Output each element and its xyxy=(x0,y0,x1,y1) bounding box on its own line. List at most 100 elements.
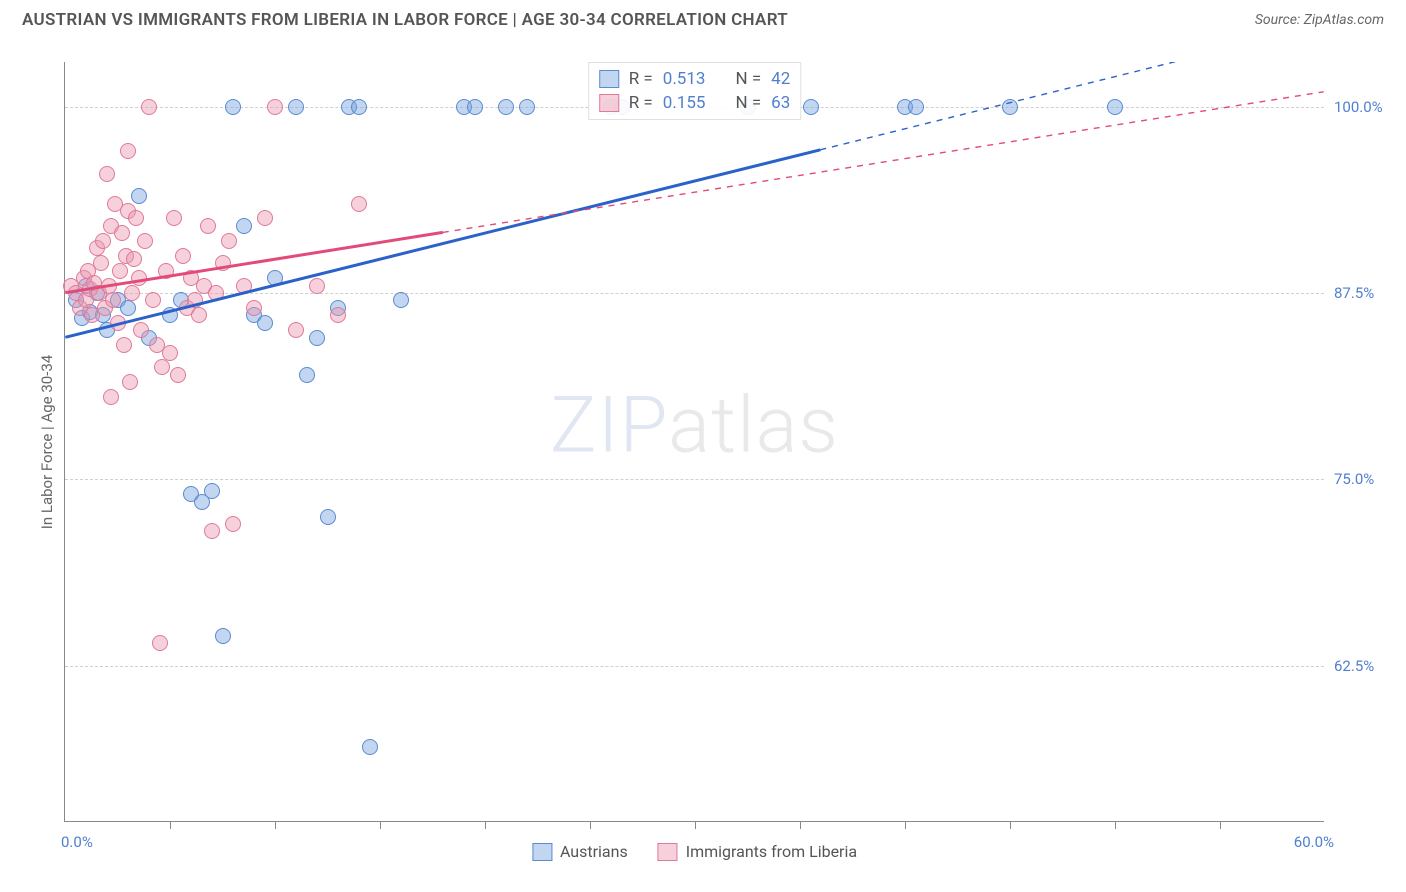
x-tick xyxy=(1010,821,1011,829)
data-point-austrians xyxy=(1002,99,1018,115)
data-point-immigrants-from-liberia xyxy=(124,285,140,301)
watermark-atlas: atlas xyxy=(668,381,839,472)
data-point-immigrants-from-liberia xyxy=(191,307,207,323)
legend-r-value-0: 0.513 xyxy=(663,69,706,89)
data-point-immigrants-from-liberia xyxy=(175,248,191,264)
x-tick xyxy=(485,821,486,829)
data-point-immigrants-from-liberia xyxy=(116,337,132,353)
data-point-immigrants-from-liberia xyxy=(330,307,346,323)
data-point-immigrants-from-liberia xyxy=(187,292,203,308)
gridline-h xyxy=(65,666,1324,667)
regression-overlay xyxy=(65,62,1324,821)
data-point-immigrants-from-liberia xyxy=(137,233,153,249)
data-point-austrians xyxy=(351,99,367,115)
data-point-immigrants-from-liberia xyxy=(200,218,216,234)
data-point-immigrants-from-liberia xyxy=(309,278,325,294)
data-point-immigrants-from-liberia xyxy=(152,635,168,651)
legend-r-label-0: R = xyxy=(629,69,653,89)
data-point-immigrants-from-liberia xyxy=(246,300,262,316)
data-point-immigrants-from-liberia xyxy=(208,285,224,301)
data-point-immigrants-from-liberia xyxy=(257,210,273,226)
data-point-immigrants-from-liberia xyxy=(162,345,178,361)
legend-stats-row-0: R = 0.513 N = 42 xyxy=(599,67,791,91)
data-point-austrians xyxy=(803,99,819,115)
legend-stats-row-1: R = 0.155 N = 63 xyxy=(599,91,791,115)
data-point-immigrants-from-liberia xyxy=(101,278,117,294)
watermark-zip: ZIP xyxy=(550,381,668,472)
data-point-austrians xyxy=(299,367,315,383)
y-tick-label: 75.0% xyxy=(1334,470,1394,488)
data-point-immigrants-from-liberia xyxy=(236,278,252,294)
y-tick-label: 100.0% xyxy=(1334,98,1394,116)
data-point-austrians xyxy=(908,99,924,115)
data-point-immigrants-from-liberia xyxy=(110,315,126,331)
data-point-austrians xyxy=(498,99,514,115)
data-point-immigrants-from-liberia xyxy=(95,233,111,249)
legend-n-value-0: 42 xyxy=(771,69,790,89)
data-point-austrians xyxy=(467,99,483,115)
chart-title: AUSTRIAN VS IMMIGRANTS FROM LIBERIA IN L… xyxy=(22,10,788,30)
data-point-austrians xyxy=(267,270,283,286)
x-axis-max: 60.0% xyxy=(1294,833,1334,851)
data-point-immigrants-from-liberia xyxy=(288,322,304,338)
data-point-austrians xyxy=(257,315,273,331)
data-point-austrians xyxy=(236,218,252,234)
x-tick xyxy=(170,821,171,829)
legend-series: Austrians Immigrants from Liberia xyxy=(532,842,857,861)
data-point-austrians xyxy=(393,292,409,308)
data-point-immigrants-from-liberia xyxy=(128,210,144,226)
data-point-immigrants-from-liberia xyxy=(221,233,237,249)
legend-series-swatch-1 xyxy=(658,843,678,861)
data-point-immigrants-from-liberia xyxy=(120,143,136,159)
x-tick xyxy=(275,821,276,829)
data-point-austrians xyxy=(162,307,178,323)
data-point-austrians xyxy=(362,739,378,755)
data-point-immigrants-from-liberia xyxy=(93,255,109,271)
legend-swatch-0 xyxy=(599,70,619,88)
legend-n-label-0: N = xyxy=(735,69,761,89)
legend-series-0: Austrians xyxy=(532,842,628,861)
data-point-immigrants-from-liberia xyxy=(170,367,186,383)
data-point-austrians xyxy=(225,99,241,115)
data-point-immigrants-from-liberia xyxy=(154,359,170,375)
data-point-immigrants-from-liberia xyxy=(145,292,161,308)
data-point-austrians xyxy=(309,330,325,346)
data-point-austrians xyxy=(215,628,231,644)
x-axis-min: 0.0% xyxy=(61,833,93,851)
data-point-immigrants-from-liberia xyxy=(204,523,220,539)
legend-n-label-1: N = xyxy=(735,93,761,113)
data-point-immigrants-from-liberia xyxy=(105,292,121,308)
x-tick xyxy=(905,821,906,829)
x-tick xyxy=(590,821,591,829)
data-point-immigrants-from-liberia xyxy=(133,322,149,338)
watermark: ZIPatlas xyxy=(550,381,839,472)
legend-swatch-1 xyxy=(599,94,619,112)
x-tick xyxy=(800,821,801,829)
data-point-immigrants-from-liberia xyxy=(166,210,182,226)
data-point-austrians xyxy=(204,483,220,499)
data-point-immigrants-from-liberia xyxy=(215,255,231,271)
legend-series-label-1: Immigrants from Liberia xyxy=(686,842,857,861)
data-point-immigrants-from-liberia xyxy=(103,389,119,405)
data-point-immigrants-from-liberia xyxy=(225,516,241,532)
x-tick xyxy=(695,821,696,829)
data-point-austrians xyxy=(131,188,147,204)
legend-r-value-1: 0.155 xyxy=(663,93,706,113)
data-point-immigrants-from-liberia xyxy=(158,263,174,279)
data-point-immigrants-from-liberia xyxy=(267,99,283,115)
x-tick xyxy=(380,821,381,829)
data-point-immigrants-from-liberia xyxy=(126,251,142,267)
y-axis-label: In Labor Force | Age 30-34 xyxy=(38,354,56,528)
data-point-immigrants-from-liberia xyxy=(131,270,147,286)
legend-series-label-0: Austrians xyxy=(560,842,628,861)
data-point-immigrants-from-liberia xyxy=(351,196,367,212)
data-point-immigrants-from-liberia xyxy=(99,166,115,182)
source-attribution: Source: ZipAtlas.com xyxy=(1255,12,1384,28)
y-tick-label: 62.5% xyxy=(1334,657,1394,675)
x-tick xyxy=(1220,821,1221,829)
data-point-immigrants-from-liberia xyxy=(122,374,138,390)
data-point-immigrants-from-liberia xyxy=(141,99,157,115)
data-point-immigrants-from-liberia xyxy=(112,263,128,279)
data-point-immigrants-from-liberia xyxy=(114,225,130,241)
chart-container: In Labor Force | Age 30-34 ZIPatlas R = … xyxy=(20,42,1386,882)
